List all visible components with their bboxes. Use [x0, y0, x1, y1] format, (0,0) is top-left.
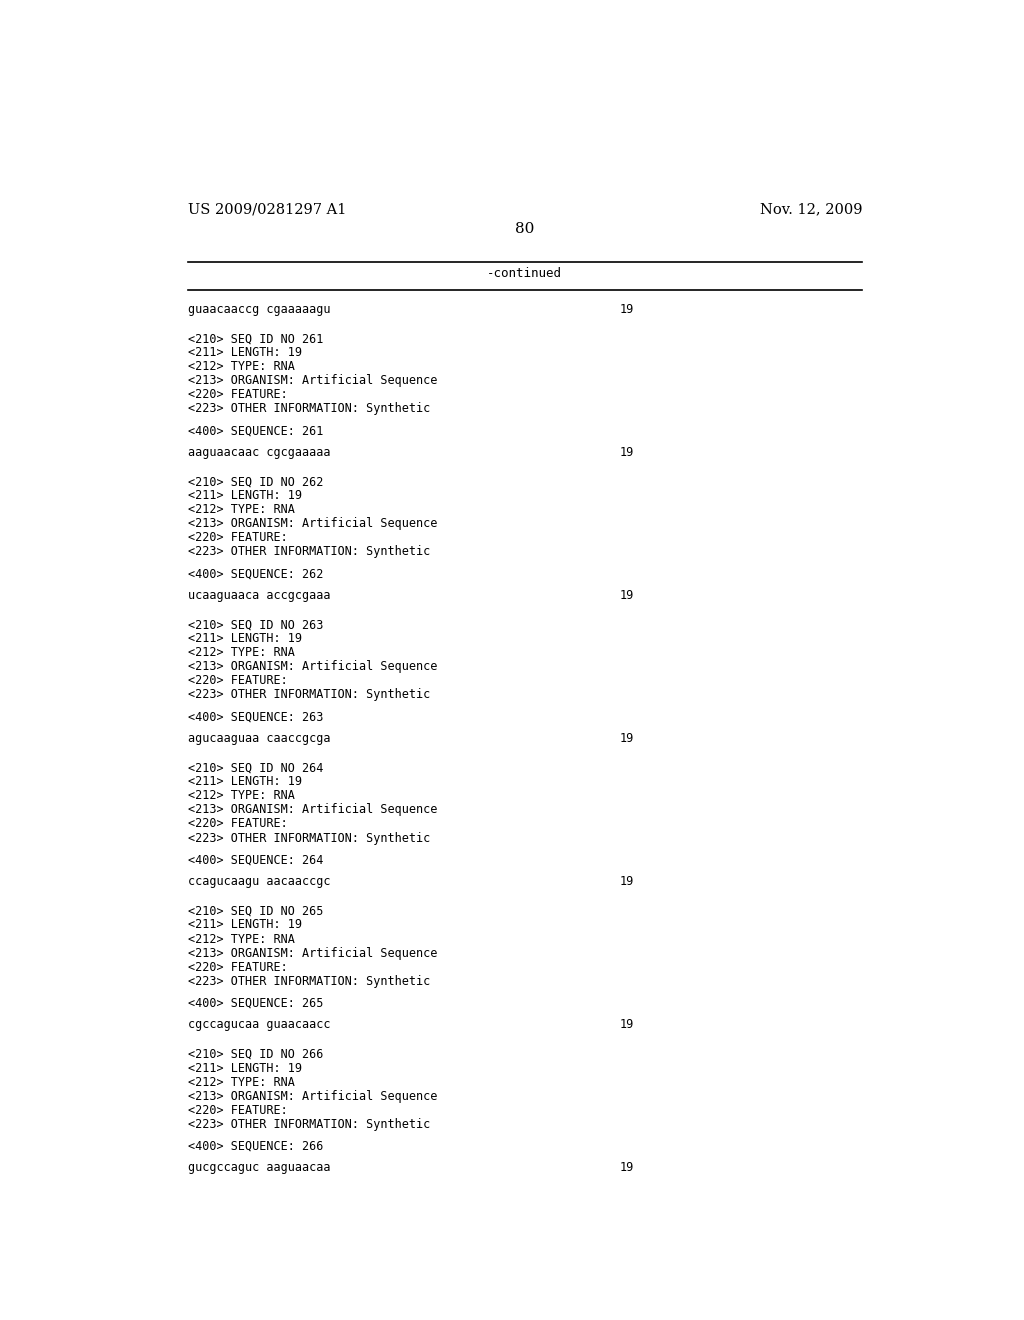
- Text: <400> SEQUENCE: 264: <400> SEQUENCE: 264: [187, 853, 323, 866]
- Text: <223> OTHER INFORMATION: Synthetic: <223> OTHER INFORMATION: Synthetic: [187, 403, 430, 416]
- Text: <210> SEQ ID NO 266: <210> SEQ ID NO 266: [187, 1048, 323, 1060]
- Text: 19: 19: [620, 1162, 634, 1173]
- Text: <223> OTHER INFORMATION: Synthetic: <223> OTHER INFORMATION: Synthetic: [187, 545, 430, 558]
- Text: <213> ORGANISM: Artificial Sequence: <213> ORGANISM: Artificial Sequence: [187, 946, 437, 960]
- Text: <210> SEQ ID NO 265: <210> SEQ ID NO 265: [187, 904, 323, 917]
- Text: <211> LENGTH: 19: <211> LENGTH: 19: [187, 1061, 301, 1074]
- Text: gucgccaguc aaguaacaa: gucgccaguc aaguaacaa: [187, 1162, 330, 1173]
- Text: <220> FEATURE:: <220> FEATURE:: [187, 961, 288, 974]
- Text: <400> SEQUENCE: 262: <400> SEQUENCE: 262: [187, 568, 323, 579]
- Text: aaguaacaac cgcgaaaaa: aaguaacaac cgcgaaaaa: [187, 446, 330, 459]
- Text: <212> TYPE: RNA: <212> TYPE: RNA: [187, 503, 294, 516]
- Text: <210> SEQ ID NO 264: <210> SEQ ID NO 264: [187, 762, 323, 775]
- Text: <212> TYPE: RNA: <212> TYPE: RNA: [187, 360, 294, 374]
- Text: <212> TYPE: RNA: <212> TYPE: RNA: [187, 647, 294, 660]
- Text: <400> SEQUENCE: 261: <400> SEQUENCE: 261: [187, 424, 323, 437]
- Text: <213> ORGANISM: Artificial Sequence: <213> ORGANISM: Artificial Sequence: [187, 660, 437, 673]
- Text: <213> ORGANISM: Artificial Sequence: <213> ORGANISM: Artificial Sequence: [187, 1089, 437, 1102]
- Text: ucaaguaaca accgcgaaa: ucaaguaaca accgcgaaa: [187, 589, 330, 602]
- Text: US 2009/0281297 A1: US 2009/0281297 A1: [187, 202, 346, 216]
- Text: guaacaaccg cgaaaaagu: guaacaaccg cgaaaaagu: [187, 302, 330, 315]
- Text: <213> ORGANISM: Artificial Sequence: <213> ORGANISM: Artificial Sequence: [187, 375, 437, 387]
- Text: <211> LENGTH: 19: <211> LENGTH: 19: [187, 490, 301, 503]
- Text: <211> LENGTH: 19: <211> LENGTH: 19: [187, 919, 301, 932]
- Text: <211> LENGTH: 19: <211> LENGTH: 19: [187, 632, 301, 645]
- Text: <223> OTHER INFORMATION: Synthetic: <223> OTHER INFORMATION: Synthetic: [187, 1118, 430, 1131]
- Text: <400> SEQUENCE: 266: <400> SEQUENCE: 266: [187, 1139, 323, 1152]
- Text: 19: 19: [620, 731, 634, 744]
- Text: Nov. 12, 2009: Nov. 12, 2009: [760, 202, 862, 216]
- Text: ccagucaagu aacaaccgc: ccagucaagu aacaaccgc: [187, 875, 330, 888]
- Text: cgccagucaa guaacaacc: cgccagucaa guaacaacc: [187, 1018, 330, 1031]
- Text: <400> SEQUENCE: 263: <400> SEQUENCE: 263: [187, 710, 323, 723]
- Text: <220> FEATURE:: <220> FEATURE:: [187, 388, 288, 401]
- Text: 80: 80: [515, 223, 535, 236]
- Text: <213> ORGANISM: Artificial Sequence: <213> ORGANISM: Artificial Sequence: [187, 804, 437, 817]
- Text: <223> OTHER INFORMATION: Synthetic: <223> OTHER INFORMATION: Synthetic: [187, 974, 430, 987]
- Text: <220> FEATURE:: <220> FEATURE:: [187, 1104, 288, 1117]
- Text: <220> FEATURE:: <220> FEATURE:: [187, 532, 288, 544]
- Text: <213> ORGANISM: Artificial Sequence: <213> ORGANISM: Artificial Sequence: [187, 517, 437, 531]
- Text: <210> SEQ ID NO 261: <210> SEQ ID NO 261: [187, 333, 323, 346]
- Text: 19: 19: [620, 302, 634, 315]
- Text: <211> LENGTH: 19: <211> LENGTH: 19: [187, 346, 301, 359]
- Text: 19: 19: [620, 446, 634, 459]
- Text: <210> SEQ ID NO 263: <210> SEQ ID NO 263: [187, 618, 323, 631]
- Text: agucaaguaa caaccgcga: agucaaguaa caaccgcga: [187, 731, 330, 744]
- Text: <223> OTHER INFORMATION: Synthetic: <223> OTHER INFORMATION: Synthetic: [187, 689, 430, 701]
- Text: <211> LENGTH: 19: <211> LENGTH: 19: [187, 775, 301, 788]
- Text: 19: 19: [620, 589, 634, 602]
- Text: 19: 19: [620, 1018, 634, 1031]
- Text: <400> SEQUENCE: 265: <400> SEQUENCE: 265: [187, 997, 323, 1010]
- Text: <220> FEATURE:: <220> FEATURE:: [187, 675, 288, 688]
- Text: <223> OTHER INFORMATION: Synthetic: <223> OTHER INFORMATION: Synthetic: [187, 832, 430, 845]
- Text: <220> FEATURE:: <220> FEATURE:: [187, 817, 288, 830]
- Text: <212> TYPE: RNA: <212> TYPE: RNA: [187, 789, 294, 803]
- Text: 19: 19: [620, 875, 634, 888]
- Text: -continued: -continued: [487, 267, 562, 280]
- Text: <212> TYPE: RNA: <212> TYPE: RNA: [187, 1076, 294, 1089]
- Text: <210> SEQ ID NO 262: <210> SEQ ID NO 262: [187, 475, 323, 488]
- Text: <212> TYPE: RNA: <212> TYPE: RNA: [187, 932, 294, 945]
